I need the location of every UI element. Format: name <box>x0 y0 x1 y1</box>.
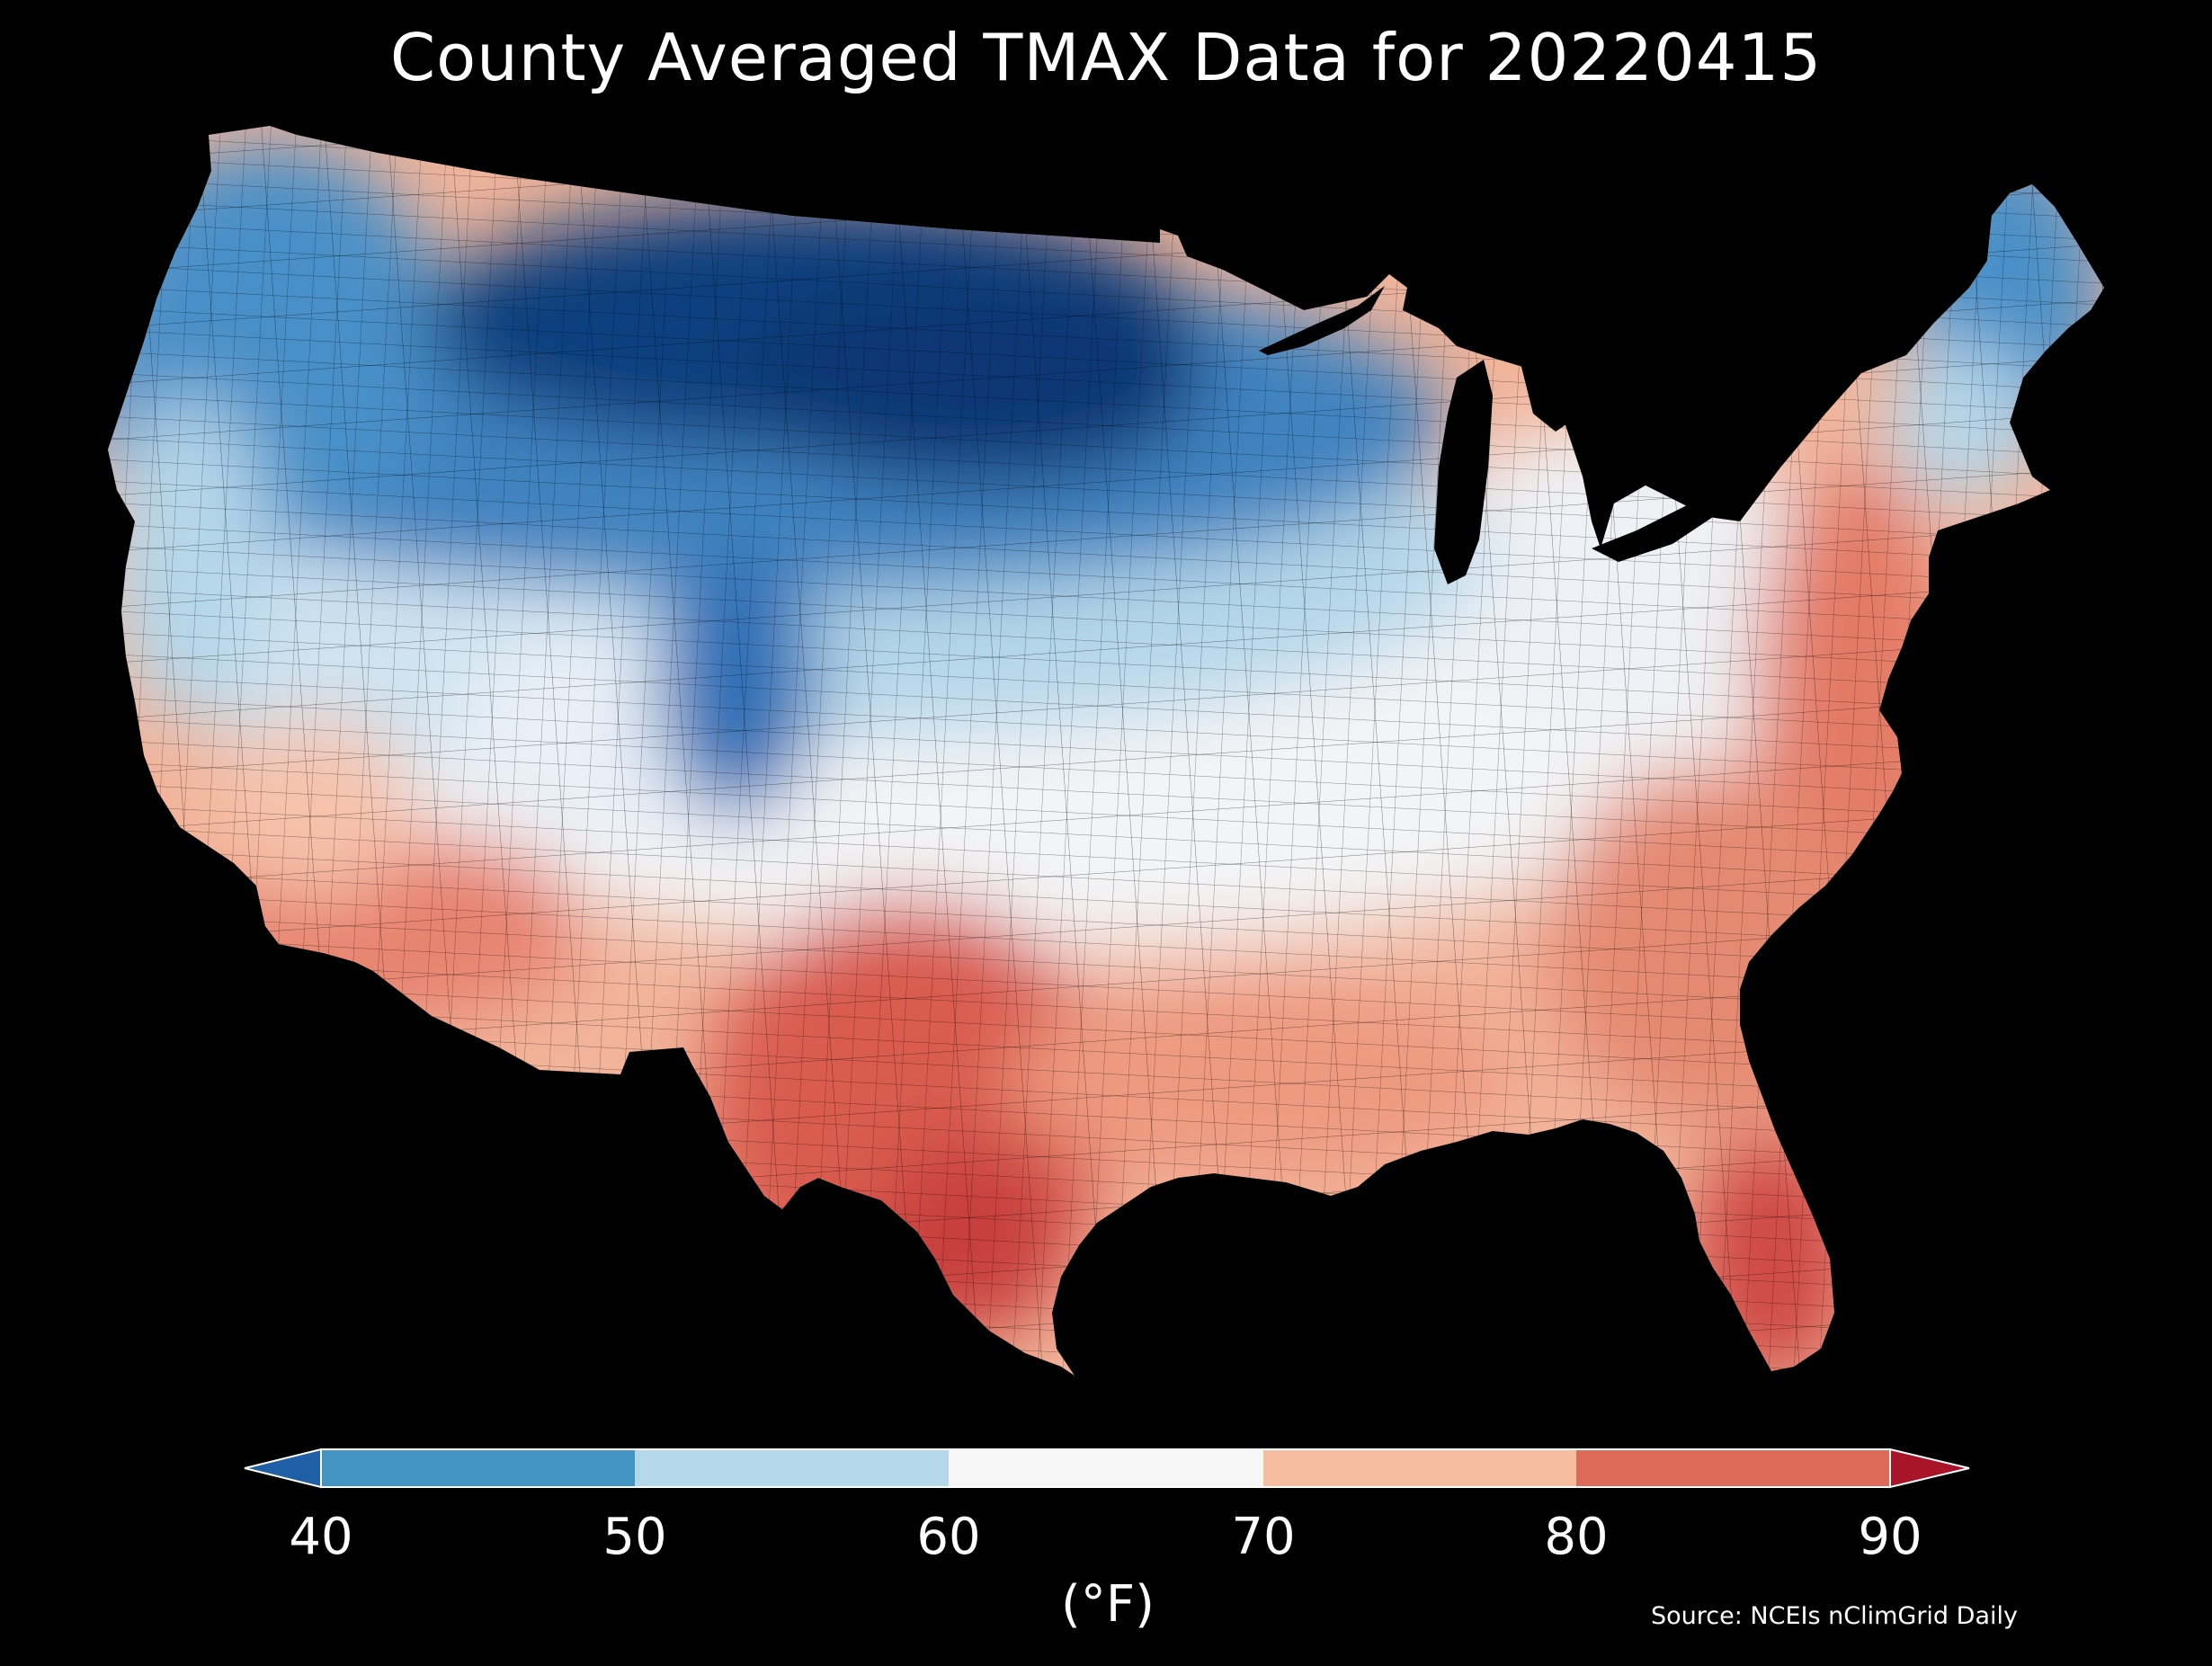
colorbar <box>244 1448 1970 1489</box>
us-county-map <box>108 126 2104 1376</box>
map-title: County Averaged TMAX Data for 20220415 <box>389 20 1823 95</box>
source-credit: Source: NCEIs nClimGrid Daily <box>1651 1602 2018 1630</box>
colorbar-bin-50-60 <box>635 1449 949 1487</box>
colorbar-bin-80-90 <box>1576 1449 1890 1487</box>
colorbar-units: (°F) <box>1061 1575 1155 1634</box>
colorbar-under-arrow <box>244 1448 322 1489</box>
great-lakes <box>1259 286 1785 584</box>
colorbar-bin-40-50 <box>321 1449 635 1487</box>
colorbar-tick-80: 80 <box>1544 1508 1609 1566</box>
colorbar-bin-70-80 <box>1263 1449 1576 1487</box>
colorbar-tick-50: 50 <box>602 1508 667 1566</box>
colorbar-tick-40: 40 <box>289 1508 353 1566</box>
colorbar-tick-60: 60 <box>916 1508 981 1566</box>
colorbar-bin-60-70 <box>949 1449 1263 1487</box>
colorbar-tick-70: 70 <box>1231 1508 1296 1566</box>
colorbar-over-arrow <box>1889 1448 1970 1489</box>
colorbar-tick-90: 90 <box>1858 1508 1922 1566</box>
